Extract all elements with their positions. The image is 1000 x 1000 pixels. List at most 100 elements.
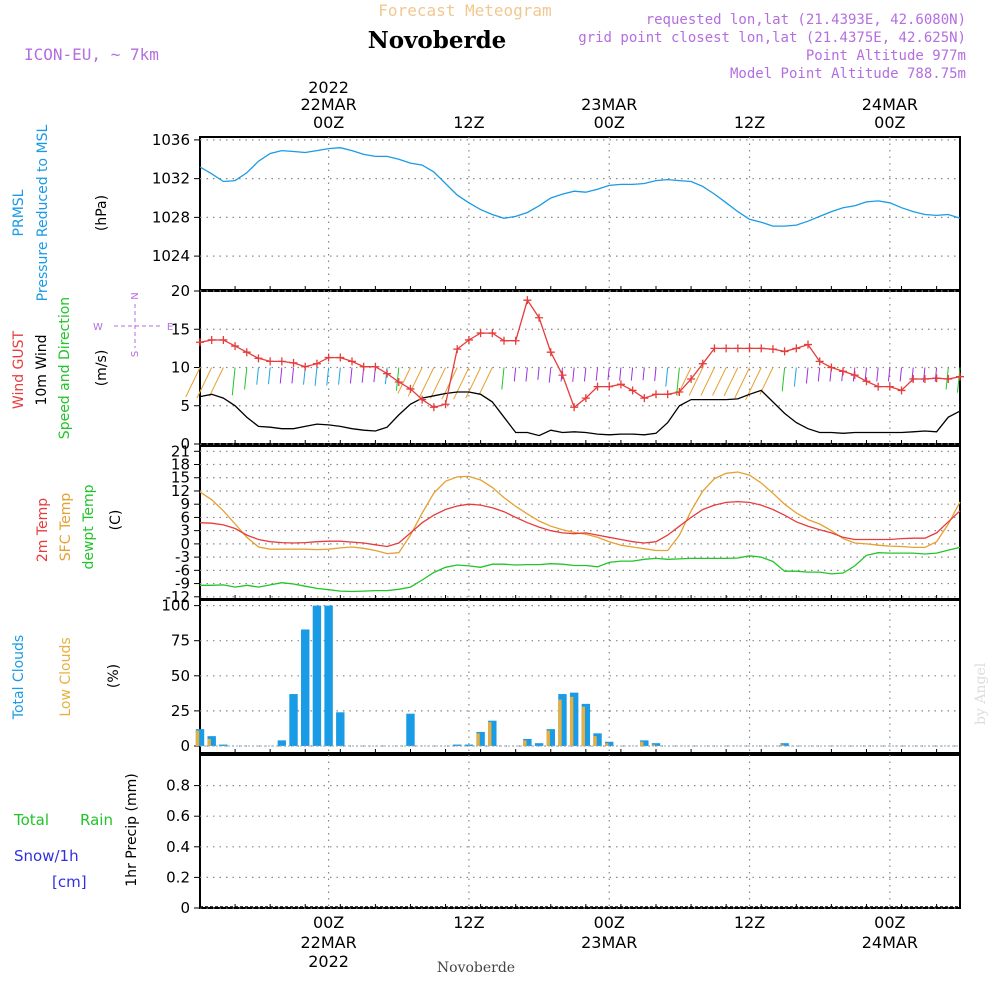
wind-compass: N S W E xyxy=(93,292,173,357)
wind-gust-marker xyxy=(383,369,392,378)
total-cloud-bar xyxy=(569,692,579,746)
wind-gust-marker xyxy=(312,359,321,368)
precip-label-snow-unit: [cm] xyxy=(52,873,87,891)
wind-gust-marker xyxy=(675,387,684,396)
y-tick-label: 0.6 xyxy=(166,807,190,825)
dewpt-line xyxy=(200,546,961,593)
wind-direction-barb xyxy=(619,367,622,381)
total-cloud-bar xyxy=(324,605,333,746)
wind-direction-barb xyxy=(231,367,236,396)
wind-direction-barb xyxy=(922,367,926,383)
wind-direction-barb xyxy=(665,367,669,387)
precip-axis-label: 1hr Precip (mm) xyxy=(124,773,140,886)
total-cloud-bar xyxy=(476,731,485,746)
low-cloud-bar xyxy=(593,736,597,746)
temp-panel xyxy=(199,445,961,600)
top-time-label: 00Z xyxy=(594,113,625,132)
wind-direction-barb xyxy=(676,367,680,396)
wind-direction-barb xyxy=(630,367,634,381)
y-tick-label: 25 xyxy=(171,702,190,720)
low-cloud-bar xyxy=(476,733,480,746)
wind-gust-marker xyxy=(196,338,204,347)
wind-gust-marker xyxy=(394,378,403,387)
low-cloud-bar xyxy=(581,706,586,746)
wind-gust-marker xyxy=(418,395,427,404)
y-tick-label: 0 xyxy=(180,737,190,755)
wind-panel xyxy=(199,290,961,445)
wind-gust-marker xyxy=(956,372,964,381)
total-cloud-bar xyxy=(289,694,298,746)
wind-gust-marker xyxy=(289,358,298,367)
model-altitude: Model Point Altitude 788.75m xyxy=(730,66,966,82)
top-time-label: 12Z xyxy=(453,113,484,132)
low-cloud-bar xyxy=(605,743,609,746)
wind-gust-marker xyxy=(266,357,275,366)
low-cloud-bar xyxy=(640,741,644,746)
clouds-panel xyxy=(199,599,961,754)
y-tick-label: 12 xyxy=(171,482,190,500)
wind-direction-barb xyxy=(185,367,201,398)
total-cloud-bar xyxy=(464,744,474,746)
compass-w: W xyxy=(93,322,103,333)
wind-unit: (m/s) xyxy=(94,350,110,387)
y-tick-label: 5 xyxy=(180,397,190,415)
wind-gust-marker xyxy=(254,354,263,363)
total-cloud-bar xyxy=(453,744,462,746)
wind-gust-marker xyxy=(207,335,216,344)
bottom-time-label: 12Z xyxy=(453,913,484,932)
low-cloud-bar xyxy=(569,696,574,746)
wind-gust-marker xyxy=(897,386,906,395)
wind-direction-barb xyxy=(513,367,517,382)
wind-direction-barb xyxy=(759,367,774,395)
wind-gust-marker xyxy=(909,374,918,383)
y-tick-label: 75 xyxy=(171,632,190,650)
watermark: by Angel xyxy=(973,662,989,725)
top-date-label: 22MAR xyxy=(300,95,356,114)
total-cloud-bar xyxy=(406,713,415,746)
wind-gust-marker xyxy=(301,362,310,371)
wind-gust-marker xyxy=(827,363,836,372)
y-tick-label: -6 xyxy=(175,561,190,579)
temp-unit: (C) xyxy=(108,510,124,531)
wind-gust-marker xyxy=(628,386,637,395)
wind-direction-barb xyxy=(267,367,271,385)
wind-direction-barb xyxy=(607,367,610,381)
wind-direction-barb xyxy=(196,367,213,399)
total-cloud-bar xyxy=(640,740,649,746)
wind-direction-barb xyxy=(525,367,528,382)
wind-direction-barb xyxy=(548,367,552,383)
precip-label-rain: Rain xyxy=(80,811,113,829)
precip-label-snow: Snow/1h xyxy=(14,847,79,865)
temp-2m-line xyxy=(199,500,961,548)
wind-gust-marker xyxy=(406,384,415,393)
wind-gust-marker xyxy=(780,347,789,356)
low-cloud-bar xyxy=(207,738,211,746)
top-time-label: 00Z xyxy=(313,113,344,132)
total-cloud-bar xyxy=(534,743,544,746)
wind-direction-barb xyxy=(256,367,259,385)
total-cloud-bar xyxy=(312,605,322,746)
y-tick-label: 1028 xyxy=(152,208,190,226)
temp-side-labels: 2m Temp SFC Temp dewpt Temp (C) xyxy=(35,484,124,569)
y-tick-label: 0.4 xyxy=(166,838,190,856)
temp-label-dewpt: dewpt Temp xyxy=(81,484,97,569)
total-cloud-bar xyxy=(207,736,216,746)
pressure-line xyxy=(199,147,961,227)
total-cloud-bar xyxy=(546,729,555,746)
y-tick-label: -3 xyxy=(175,548,190,566)
total-cloud-bar xyxy=(219,744,228,746)
total-cloud-bar xyxy=(523,738,532,746)
bottom-time-label: 00Z xyxy=(594,913,625,932)
y-tick-label: 6 xyxy=(180,508,190,526)
total-cloud-bar xyxy=(558,694,567,746)
wind-direction-barb xyxy=(430,367,446,399)
wind-gust-marker xyxy=(558,371,567,380)
wind-speed-line xyxy=(199,389,961,437)
location-title: Novoberde xyxy=(368,27,507,54)
y-tick-label: 0.8 xyxy=(166,777,190,795)
requested-coords: requested lon,lat (21.4393E, 42.6080N) xyxy=(646,12,966,28)
wind-gust-marker xyxy=(581,394,590,403)
wind-gust-marker xyxy=(768,345,777,354)
y-tick-label: 50 xyxy=(171,667,190,685)
wind-gust-marker xyxy=(757,344,766,353)
